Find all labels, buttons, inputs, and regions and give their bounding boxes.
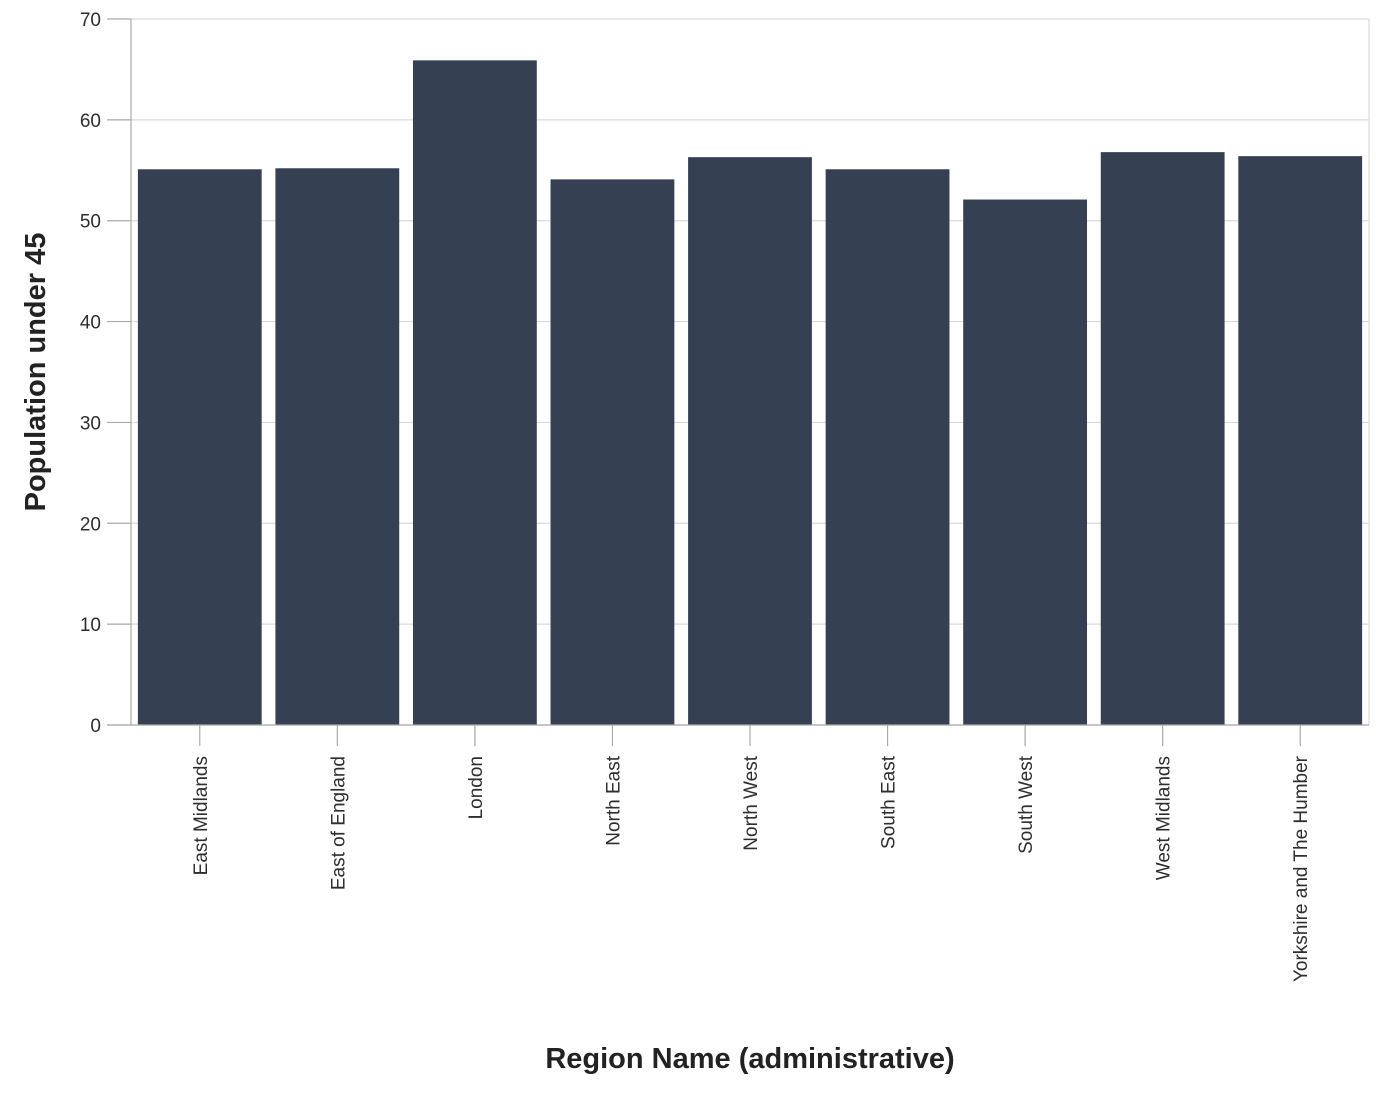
axes xyxy=(107,19,1370,726)
y-axis-ticks: 0 10 20 30 40 50 60 70 xyxy=(80,10,131,737)
bar-yorkshire-and-the-humber xyxy=(1238,156,1363,725)
y-tick-label: 20 xyxy=(80,514,101,535)
y-tick-label: 60 xyxy=(80,111,101,132)
bar-south-east xyxy=(825,169,950,725)
bar-east-midlands xyxy=(137,169,262,725)
bar-south-west xyxy=(963,199,1088,725)
x-category-label: East of England xyxy=(328,756,349,890)
x-axis-ticks: East Midlands East of England London North … xyxy=(191,725,1312,982)
x-category-label: South East xyxy=(879,755,900,849)
bar-north-west xyxy=(688,157,812,725)
y-tick-label: 10 xyxy=(80,615,101,636)
x-category-label: North West xyxy=(741,755,762,850)
x-category-label: London xyxy=(466,756,487,819)
bars xyxy=(137,60,1363,726)
y-axis-title: Population under 45 xyxy=(20,233,52,512)
x-category-label: South West xyxy=(1016,755,1037,854)
x-category-label: North East xyxy=(603,755,624,845)
y-tick-label: 50 xyxy=(80,212,101,233)
x-axis-title: Region Name (administrative) xyxy=(545,1043,954,1075)
y-tick-label: 70 xyxy=(80,10,101,31)
bar-east-of-england xyxy=(275,168,400,726)
y-tick-label: 30 xyxy=(80,413,101,434)
x-category-label: Yorkshire and The Humber xyxy=(1291,755,1312,982)
y-tick-label: 0 xyxy=(90,716,101,737)
bar-london xyxy=(412,60,537,725)
bar-north-east xyxy=(550,179,675,725)
x-category-label: East Midlands xyxy=(191,756,212,875)
bar-west-midlands xyxy=(1100,152,1225,726)
y-tick-label: 40 xyxy=(80,313,101,334)
x-category-label: West Midlands xyxy=(1154,756,1175,880)
